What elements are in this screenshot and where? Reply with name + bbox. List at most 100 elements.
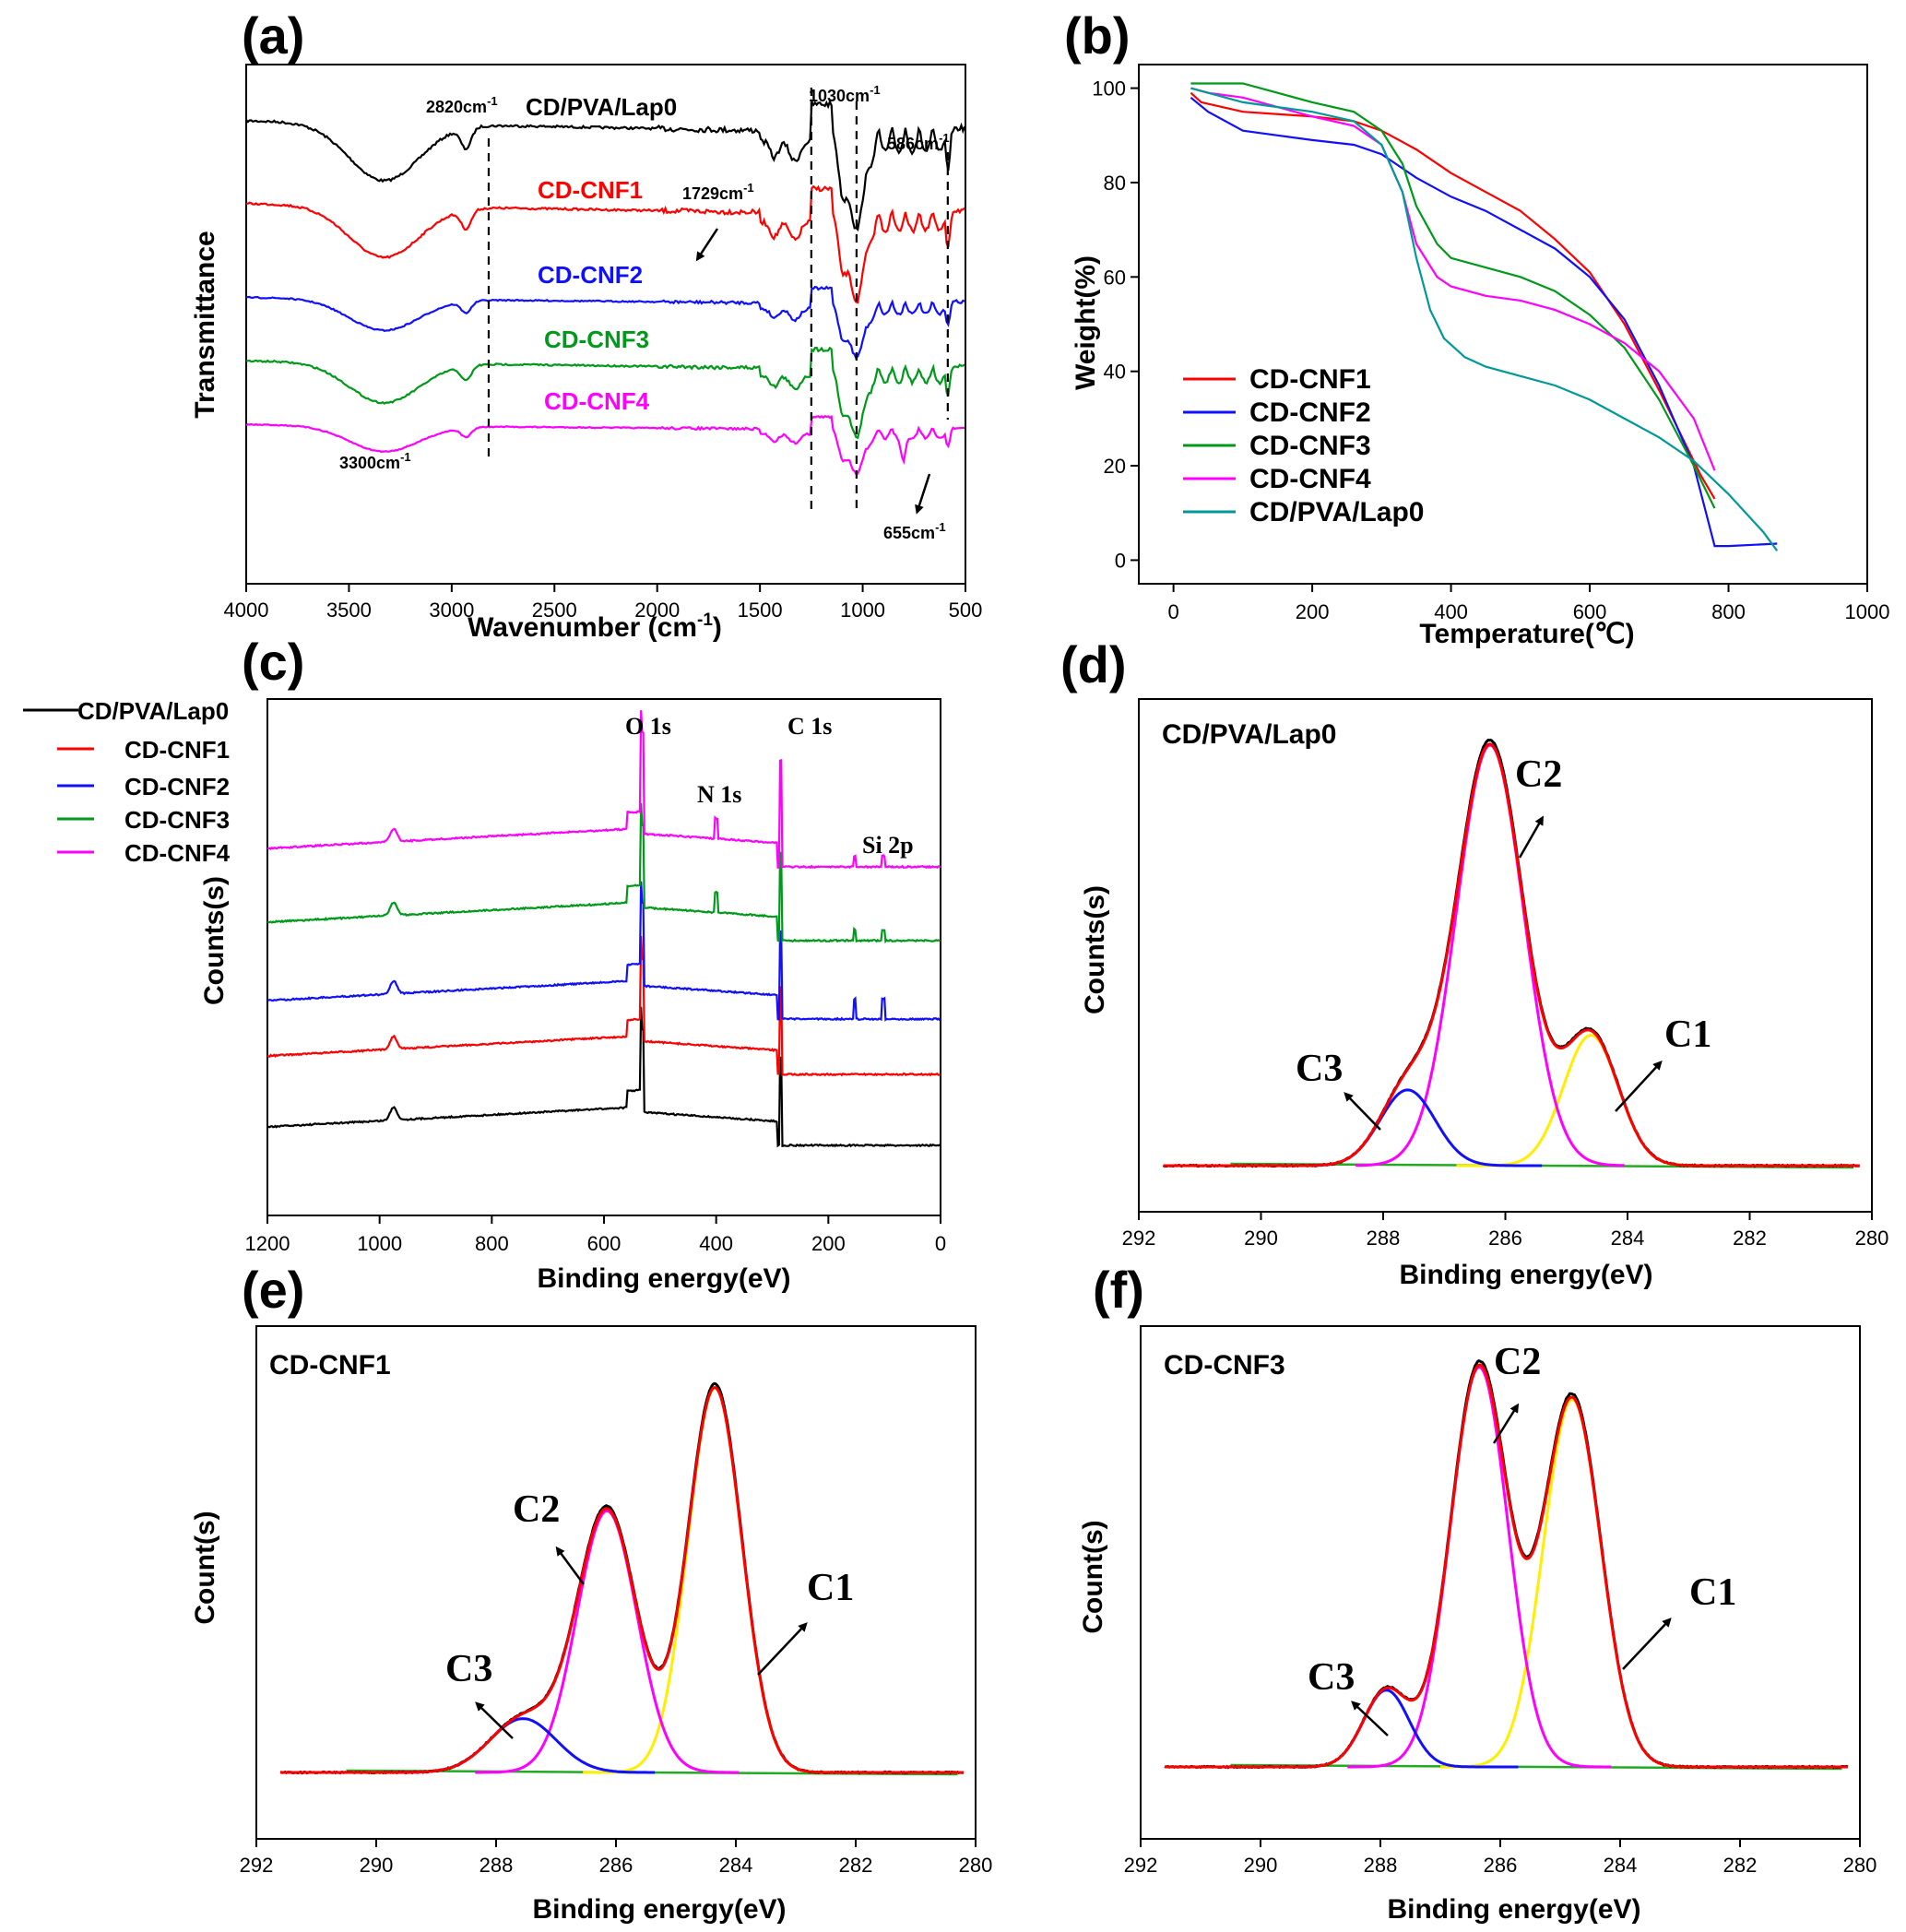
peak-label-c1-d: C1 — [1664, 1013, 1711, 1056]
panel-f-curves — [1164, 1358, 1849, 1771]
panel-f-xticks: 292 290 288 286 284 282 280 — [1124, 1839, 1876, 1877]
peak-label-c2-d: C2 — [1515, 753, 1562, 796]
xps-survey-curve-2 — [266, 936, 941, 1077]
panel-b-axes: 0 200 400 600 800 1000 0 20 40 60 80 100 — [1092, 64, 1890, 623]
xps-survey-curve-4 — [266, 802, 941, 944]
tga-curve-CD/PVA/Lap0 — [1190, 87, 1779, 551]
panel-a-tick-label: 500 — [949, 599, 983, 622]
panel-a-dashed-markers — [487, 88, 949, 512]
ftir-curve-4 — [245, 346, 965, 440]
raw-spectrum — [1162, 738, 1860, 1168]
panel-a-xlabel: Wavenumber (cm-1) — [468, 610, 722, 643]
xps-survey-curve-1 — [266, 1006, 941, 1148]
panel-b-ytick-label: 20 — [1104, 455, 1126, 478]
panel-a-series-label-cnf1: CD-CNF1 — [538, 176, 643, 204]
panel-a-tick-label: 2000 — [634, 599, 680, 622]
component-C3 — [391, 1717, 656, 1774]
xps-survey-curve-5 — [266, 710, 941, 870]
panel-a-xticks: 4000 3500 3000 2500 2000 1500 1000 500 — [224, 584, 983, 622]
hires-tick-label: 290 — [1244, 1227, 1278, 1250]
hires-tick-label: 284 — [719, 1854, 753, 1877]
panel-c-xticks: 1200 1000 800 600 400 200 0 — [245, 1215, 946, 1255]
panel-e-label: (e) — [242, 1261, 304, 1319]
tga-curve-CD-CNF3 — [1190, 82, 1716, 509]
hires-tick-label: 284 — [1604, 1854, 1638, 1877]
panel-f-xlabel: Binding energy(eV) — [1387, 1894, 1640, 1925]
panel-b-xtick-label: 600 — [1573, 600, 1607, 623]
component-C3 — [1254, 1689, 1519, 1769]
panel-a-frame — [245, 64, 966, 585]
panel-c: (c) Counts(s) Binding energy(eV) 1200 100… — [23, 633, 946, 1294]
annotation-655: 655cm-1 — [883, 520, 946, 542]
panel-e-frame — [255, 1325, 977, 1840]
legend-label-cnf1-c: CD-CNF1 — [124, 736, 230, 764]
panel-b-xtick-label: 800 — [1711, 600, 1746, 623]
legend-label-cnf3-c: CD-CNF3 — [124, 806, 230, 834]
panel-a-ylabel: Transmittance — [190, 231, 220, 418]
legend-label-cnf4-c: CD-CNF4 — [124, 839, 231, 867]
annotation-2820: 2820cm-1 — [426, 94, 498, 116]
panel-d-label: (d) — [1060, 635, 1127, 693]
arrow-655 — [915, 473, 931, 515]
hires-tick-label: 292 — [1122, 1227, 1156, 1250]
panel-b-ytick-label: 40 — [1104, 361, 1126, 384]
panel-b-xtick-label: 1000 — [1845, 600, 1890, 623]
hires-tick-label: 284 — [1611, 1227, 1645, 1250]
hires-tick-label: 282 — [1723, 1854, 1758, 1877]
panel-a-tick-label: 1500 — [738, 599, 783, 622]
panel-b-xlabel: Temperature(℃) — [1419, 619, 1634, 649]
legend-label-lap0-c: CD/PVA/Lap0 — [77, 697, 229, 725]
component-C2 — [475, 1509, 740, 1774]
hires-tick-label: 282 — [839, 1854, 873, 1877]
panel-c-tick-label: 800 — [475, 1232, 509, 1255]
legend-label-cnf2: CD-CNF2 — [1249, 397, 1371, 428]
panel-f: (f) Count(s) Binding energy(eV) CD-CNF3 … — [1078, 1261, 1876, 1925]
panel-b-xtick-label: 200 — [1296, 600, 1330, 623]
panel-c-tick-label: 200 — [811, 1232, 846, 1255]
panel-a-tick-label: 3000 — [429, 599, 474, 622]
panel-c-tick-label: 1000 — [357, 1232, 402, 1255]
peak-label-c3-f: C3 — [1308, 1656, 1355, 1699]
hires-tick-label: 286 — [1484, 1854, 1518, 1877]
fit-envelope — [1165, 1363, 1848, 1769]
panel-b-legend: CD-CNF1 CD-CNF2 CD-CNF3 CD-CNF4 CD/PVA/L… — [1183, 364, 1424, 527]
panel-e-curves — [279, 1381, 965, 1776]
panel-c-tick-label: 1200 — [245, 1232, 290, 1255]
peak-label-c2-f: C2 — [1494, 1341, 1541, 1383]
hires-tick-label: 288 — [479, 1854, 514, 1877]
legend-label-cnf4: CD-CNF4 — [1249, 464, 1371, 494]
annotation-3300: 3300cm-1 — [339, 450, 411, 472]
arrow-c1-f — [1622, 1618, 1672, 1670]
peak-label-c2-e: C2 — [513, 1488, 560, 1531]
panel-e-title: CD-CNF1 — [269, 1350, 391, 1381]
peak-label-c1s: C 1s — [787, 713, 832, 740]
xps-survey-curve-3 — [266, 881, 941, 1022]
peak-label-c1-e: C1 — [807, 1567, 854, 1609]
component-C3 — [1273, 1088, 1543, 1167]
arrow-c1-d — [1615, 1061, 1663, 1112]
arrow-c1-e — [757, 1622, 808, 1676]
ftir-curve-3 — [245, 285, 965, 361]
ftir-curve-2 — [245, 184, 965, 304]
panel-a-curves — [245, 98, 966, 476]
panel-b-ytick-label: 0 — [1115, 549, 1126, 572]
panel-e: (e) Count(s) Binding energy(eV) CD-CNF1 … — [190, 1261, 992, 1925]
legend-label-cnf2-c: CD-CNF2 — [124, 773, 230, 800]
panel-b: (b) Weight(%) Temperature(℃) 0 200 400 600 8… — [1064, 6, 1889, 649]
legend-label-cnf3: CD-CNF3 — [1249, 431, 1371, 461]
arrow-c2-d — [1518, 815, 1544, 859]
hires-tick-label: 286 — [1488, 1227, 1522, 1250]
panel-b-xtick-label: 0 — [1167, 600, 1178, 623]
panel-f-label: (f) — [1093, 1261, 1144, 1319]
hires-tick-label: 280 — [959, 1854, 993, 1877]
peak-label-c3-d: C3 — [1296, 1048, 1343, 1090]
panel-b-curves — [1190, 82, 1779, 551]
panel-c-frame — [266, 698, 941, 1216]
panel-d-xlabel: Binding energy(eV) — [1399, 1260, 1652, 1290]
panel-a-series-label-lap0: CD/PVA/Lap0 — [526, 93, 677, 121]
hires-tick-label: 292 — [240, 1854, 274, 1877]
annotation-1729: 1729cm-1 — [682, 181, 754, 203]
ftir-curve-5 — [245, 414, 965, 476]
hires-tick-label: 288 — [1367, 1227, 1401, 1250]
